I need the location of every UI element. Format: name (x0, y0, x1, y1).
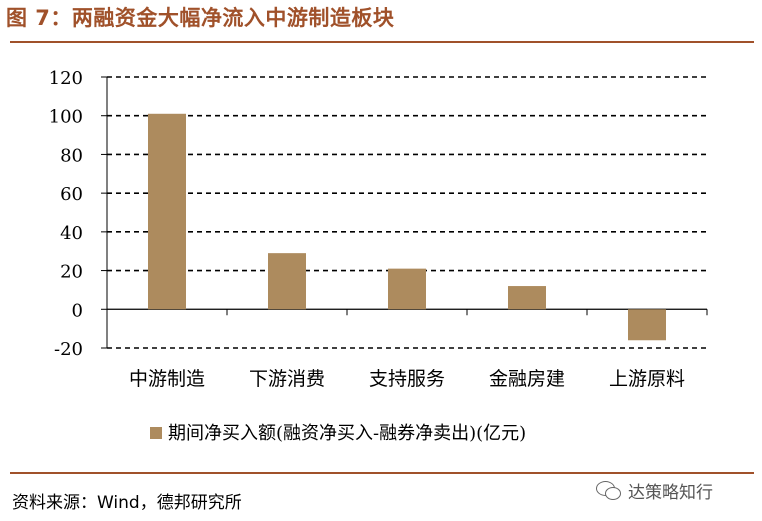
y-tick-label: 0 (72, 300, 83, 321)
x-axis: 中游制造 下游消费 支持服务 金融房建 上游原料 (106, 308, 708, 390)
x-tick-label: 下游消费 (249, 368, 325, 390)
y-tick-label: 100 (49, 107, 83, 128)
legend-swatch (150, 427, 162, 439)
y-tick-label: 80 (60, 145, 83, 166)
y-tick-label: 120 (49, 68, 83, 89)
title-rule (10, 41, 754, 43)
x-tick-label: 上游原料 (609, 368, 685, 390)
bar (148, 113, 186, 310)
y-tick-label: 20 (60, 262, 83, 283)
legend: 期间净买入额(融资净买入-融券净卖出)(亿元) (150, 423, 526, 444)
x-tick-label: 支持服务 (369, 368, 445, 390)
watermark: 达策略知行 (596, 478, 713, 503)
source-note: 资料来源：Wind，德邦研究所 (12, 493, 242, 513)
y-tick-label: -20 (54, 339, 83, 360)
legend-label: 期间净买入额(融资净买入-融券净卖出)(亿元) (168, 423, 526, 444)
y-tick-label: 40 (60, 223, 83, 244)
x-tick-label: 中游制造 (129, 368, 205, 390)
figure-title: 图 7：两融资金大幅净流入中游制造板块 (6, 6, 395, 30)
bars (148, 113, 666, 341)
wechat-icon (596, 480, 622, 501)
y-axis: 120 100 80 60 40 20 0 -20 (49, 68, 108, 360)
bar (388, 268, 426, 310)
bar (508, 286, 546, 310)
y-tick-label: 60 (60, 184, 83, 205)
x-tick-label: 金融房建 (489, 368, 565, 390)
bar (628, 309, 666, 341)
watermark-text: 达策略知行 (628, 483, 713, 503)
footer-rule (10, 472, 754, 474)
bar (268, 253, 306, 310)
